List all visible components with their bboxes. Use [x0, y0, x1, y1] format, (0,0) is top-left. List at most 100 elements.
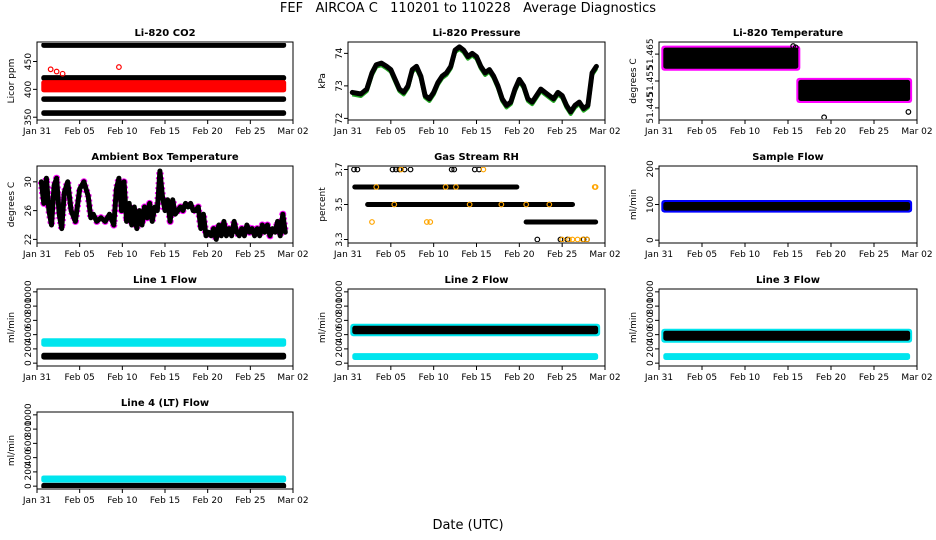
y-tick-label: 0 [24, 483, 34, 489]
x-tick-label: Feb 05 [65, 127, 95, 137]
data-point [398, 167, 405, 173]
x-tick-label: Jan 31 [22, 373, 51, 383]
x-tick-label: Jan 31 [333, 250, 362, 260]
series-band [365, 202, 576, 207]
panel-3: Li-820 Temperature Jan 31 Feb 05 Feb 10 Feb … [629, 28, 933, 137]
y-tick-label: 0 [24, 360, 34, 366]
data-point [59, 70, 66, 77]
x-tick-label: Mar 02 [277, 250, 308, 260]
data-point [47, 66, 54, 73]
series-band [41, 110, 287, 116]
y-tick-label: 0 [646, 237, 656, 243]
panel-title: Line 1 Flow [133, 275, 197, 286]
x-tick-label: Feb 10 [419, 373, 450, 383]
y-tick-label: 26 [24, 205, 34, 217]
data-point [584, 236, 590, 242]
y-axis-label: kPa [318, 73, 328, 89]
x-tick-label: Feb 15 [150, 127, 180, 137]
y-tick-label: 800 [24, 297, 34, 314]
panel-title: Li-820 CO2 [134, 28, 195, 39]
y-tick-label: 400 [24, 326, 34, 343]
x-tick-label: Feb 05 [687, 250, 717, 260]
data-point [407, 167, 414, 173]
x-tick-label: Feb 15 [461, 250, 491, 260]
y-axis-label: degrees C [629, 58, 639, 103]
y-tick-label: 200 [646, 160, 656, 177]
data-point [592, 184, 599, 190]
panel-9: Line 3 Flow Jan 31 Feb 05 Feb 10 Feb 15 Feb 2… [629, 275, 933, 383]
x-tick-label: Jan 31 [22, 127, 51, 137]
y-tick-label: 1000 [24, 403, 34, 426]
panel-title: Line 3 Flow [756, 275, 820, 286]
x-tick-label: Feb 20 [816, 127, 847, 137]
y-tick-label: 3.5 [335, 197, 345, 211]
series-band [41, 482, 287, 488]
x-tick-label: Feb 20 [193, 373, 224, 383]
y-tick-label: 73 [335, 80, 345, 91]
data-point [442, 184, 449, 190]
series-band [663, 330, 911, 341]
panel-6: Sample Flow Jan 31 Feb 05 Feb 10 Feb 15 Feb 2… [629, 152, 933, 260]
y-tick-label: 1000 [335, 280, 345, 303]
series-band [41, 352, 287, 360]
series-group [661, 328, 913, 360]
series-line [38, 168, 288, 242]
y-tick-label: 22 [24, 234, 34, 245]
y-tick-label: 200 [646, 340, 656, 357]
y-tick-label: 800 [24, 420, 34, 437]
y-tick-label: 400 [646, 326, 656, 343]
series-band [663, 353, 911, 360]
x-tick-label: Mar 02 [901, 373, 932, 383]
x-tick-label: Feb 05 [376, 373, 406, 383]
x-tick-label: Feb 20 [816, 250, 847, 260]
x-tick-label: Jan 31 [333, 373, 362, 383]
y-tick-label: 200 [24, 463, 34, 480]
series-group [41, 43, 287, 116]
data-point [905, 109, 912, 115]
y-tick-label: 600 [24, 435, 34, 452]
x-tick-label: Feb 15 [461, 373, 491, 383]
data-point [821, 114, 828, 119]
series-group [41, 475, 287, 488]
y-tick-label: 450 [24, 53, 34, 70]
x-tick-label: Feb 15 [461, 127, 491, 137]
series-band [352, 353, 599, 360]
y-axis-label: ml/min [7, 435, 17, 466]
y-axis-label: ml/min [7, 312, 17, 343]
y-tick-label: 0 [646, 360, 656, 366]
x-tick-label: Feb 05 [376, 250, 406, 260]
series-band [352, 184, 520, 190]
data-point [354, 167, 361, 173]
series-group [349, 44, 599, 116]
figure-title: FEF AIRCOA C 110201 to 110228 Average Di… [279, 1, 657, 16]
y-axis-label: ml/min [629, 189, 639, 220]
data-point [451, 167, 458, 173]
data-point [498, 201, 505, 208]
data-point [369, 219, 375, 225]
series-band [663, 47, 799, 69]
y-tick-label: 600 [646, 312, 656, 329]
panel-title: Line 2 Flow [445, 275, 509, 286]
y-tick-label: 100 [646, 196, 656, 213]
x-tick-label: Feb 10 [107, 250, 138, 260]
x-tick-label: Jan 31 [333, 127, 362, 137]
series-band [798, 79, 911, 101]
x-tick-label: Jan 31 [644, 127, 673, 137]
x-tick-label: Feb 15 [773, 127, 803, 137]
y-tick-label: 51.465 [646, 38, 656, 70]
series-group [350, 323, 601, 360]
data-point [401, 167, 408, 173]
y-tick-label: 600 [335, 312, 345, 329]
y-tick-label: 72 [335, 113, 345, 124]
x-tick-label: Jan 31 [22, 496, 51, 506]
x-tick-label: Feb 20 [193, 496, 224, 506]
x-tick-label: Feb 05 [65, 250, 95, 260]
x-tick-label: Feb 10 [730, 127, 761, 137]
series-group [38, 167, 289, 242]
series-band [41, 43, 287, 48]
x-tick-label: Feb 15 [150, 496, 180, 506]
series-group [661, 200, 913, 213]
data-point [523, 201, 530, 208]
y-tick-label: 200 [335, 340, 345, 357]
